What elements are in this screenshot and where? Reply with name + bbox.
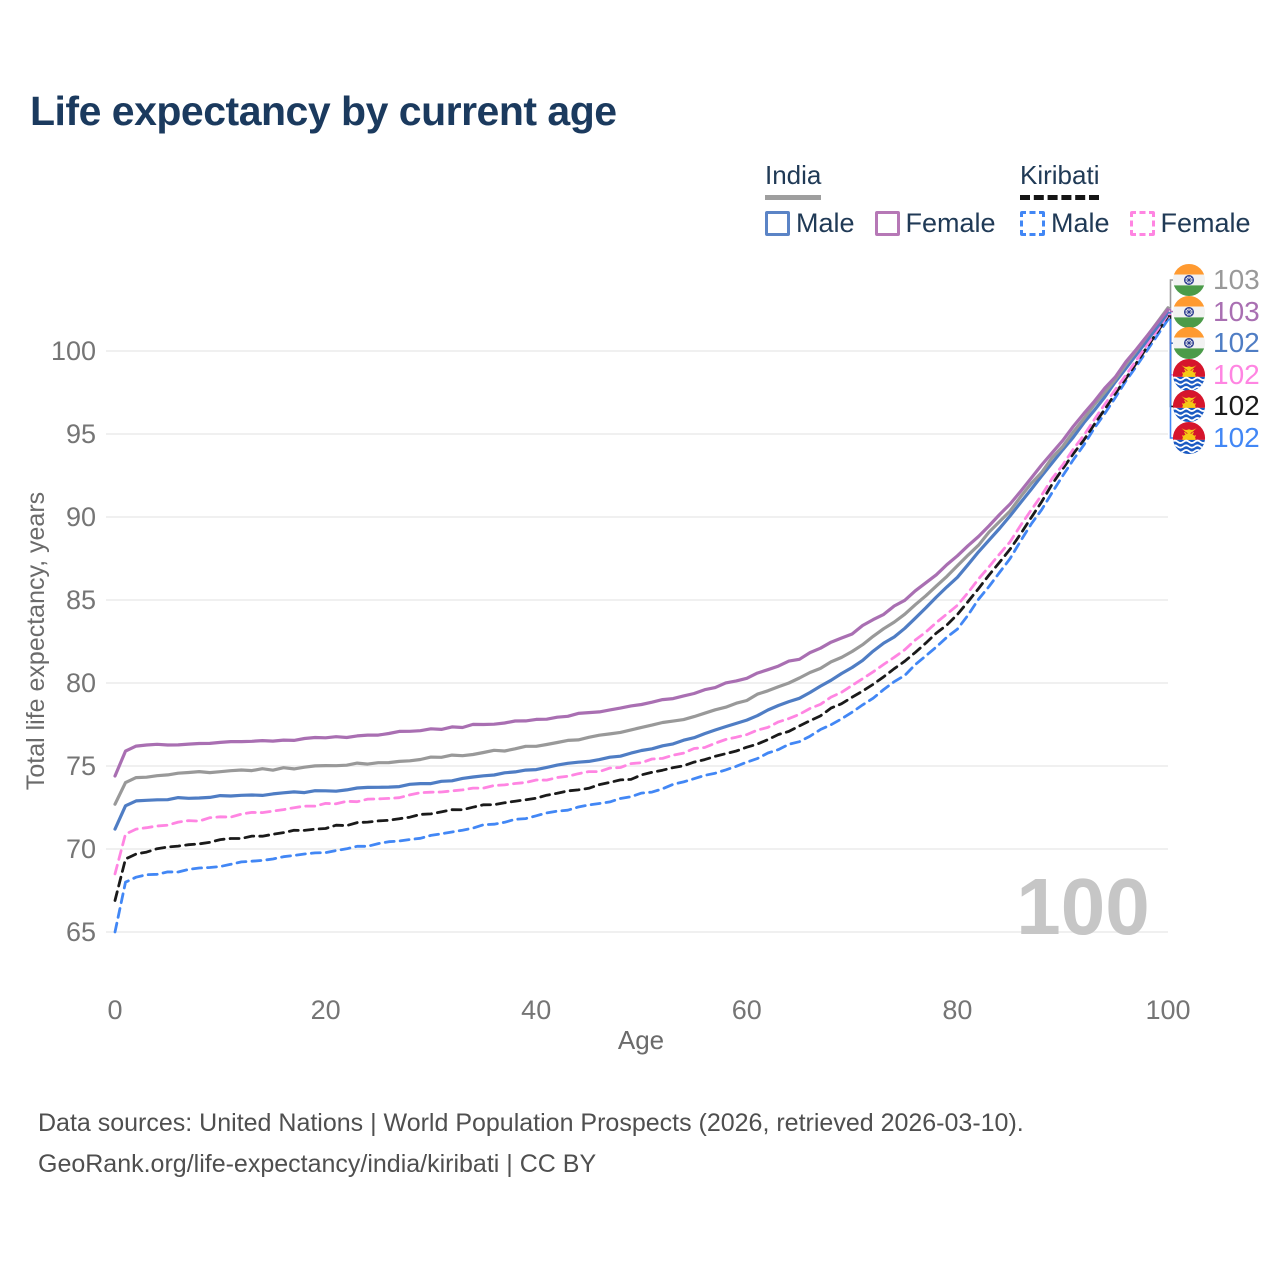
line-kiribati-male[interactable] bbox=[113, 318, 1170, 934]
legend-toggle-india-male[interactable]: Male bbox=[765, 208, 855, 239]
legend-toggle-kiribati-female[interactable]: Female bbox=[1129, 208, 1251, 239]
legend-label-india-female: Female bbox=[905, 208, 996, 238]
y-tick-label: 75 bbox=[66, 751, 96, 781]
y-axis-title: Total life expectancy, years bbox=[22, 492, 50, 790]
line-kiribati-female[interactable] bbox=[113, 313, 1170, 876]
kiribati-flag-icon bbox=[1172, 421, 1206, 455]
leader-line-india-female bbox=[1168, 308, 1173, 313]
kiribati-male-swatch-icon bbox=[1020, 211, 1045, 236]
end-label-row-india-female: 103 bbox=[1172, 295, 1260, 329]
india-flag-icon bbox=[1172, 327, 1206, 360]
data-sources-line: Data sources: United Nations | World Pop… bbox=[38, 1109, 1024, 1137]
y-tick-label: 100 bbox=[51, 336, 96, 366]
gridlines-layer: 65 70 75 80 85 90 95 100 0 20 40 60 80 100 bbox=[51, 336, 1191, 1025]
x-tick-label: 100 bbox=[1145, 995, 1190, 1025]
legend-label-kiribati-female: Female bbox=[1160, 208, 1251, 238]
legend-group-india: India Male Female bbox=[765, 160, 1016, 239]
end-label-row-kiribati-female: 102 bbox=[1172, 358, 1260, 392]
x-tick-label: 0 bbox=[107, 995, 122, 1025]
x-tick-label: 40 bbox=[521, 995, 551, 1025]
legend-country-kiribati[interactable]: Kiribati bbox=[1020, 160, 1100, 200]
kiribati-flag-icon bbox=[1172, 358, 1206, 391]
india-flag-icon bbox=[1172, 295, 1206, 328]
end-label-row-kiribati-male: 102 bbox=[1172, 421, 1260, 455]
line-kiribati-both[interactable] bbox=[113, 314, 1170, 902]
hovered-age-watermark: 100 bbox=[1016, 862, 1149, 951]
india-male-swatch-icon bbox=[765, 211, 790, 236]
legend-toggle-india-female[interactable]: Female bbox=[874, 208, 996, 239]
y-tick-label: 70 bbox=[66, 834, 96, 864]
x-tick-label: 20 bbox=[311, 995, 341, 1025]
line-india-both[interactable] bbox=[113, 306, 1170, 806]
end-label-row-kiribati-both: 102 bbox=[1172, 389, 1260, 423]
y-tick-label: 80 bbox=[66, 668, 96, 698]
end-label-row-india-both: 103 bbox=[1172, 263, 1260, 297]
line-india-female[interactable] bbox=[113, 307, 1170, 778]
end-value-label: 102 bbox=[1213, 358, 1260, 390]
kiribati-flag-icon bbox=[1172, 390, 1206, 423]
india-female-swatch-icon bbox=[874, 211, 900, 236]
x-tick-label: 60 bbox=[732, 995, 762, 1025]
x-tick-label: 80 bbox=[942, 995, 972, 1025]
y-tick-label: 95 bbox=[66, 419, 96, 449]
series-lines-layer bbox=[113, 306, 1170, 934]
page-title: Life expectancy by current age bbox=[30, 88, 617, 134]
legend-group-kiribati: Kiribati Male Female bbox=[1020, 160, 1271, 239]
end-value-label: 102 bbox=[1213, 422, 1260, 453]
end-value-label: 103 bbox=[1213, 295, 1260, 327]
line-india-male[interactable] bbox=[113, 311, 1170, 831]
legend-label-kiribati-male: Male bbox=[1051, 208, 1110, 238]
axis-layer: Age Total life expectancy, years bbox=[22, 492, 664, 1055]
end-label-row-india-male: 102 bbox=[1172, 326, 1260, 360]
leader-line-kiribati-male bbox=[1168, 318, 1173, 439]
attribution-line: GeoRank.org/life-expectancy/india/kiriba… bbox=[38, 1150, 597, 1178]
end-value-label: 103 bbox=[1213, 264, 1260, 295]
y-tick-label: 65 bbox=[66, 917, 96, 947]
y-tick-label: 85 bbox=[66, 585, 96, 615]
legend-country-india[interactable]: India bbox=[765, 160, 822, 200]
leader-lines-layer bbox=[1168, 279, 1173, 439]
legend-toggle-kiribati-male[interactable]: Male bbox=[1020, 208, 1110, 239]
chart-canvas[interactable]: 65 70 75 80 85 90 95 100 0 20 40 60 80 100 100 Age To… bbox=[0, 0, 1280, 1080]
y-tick-label: 90 bbox=[66, 502, 96, 532]
legend-label-india-male: Male bbox=[796, 208, 855, 238]
leader-line-india-both bbox=[1168, 279, 1173, 309]
kiribati-female-swatch-icon bbox=[1129, 211, 1155, 236]
end-value-label: 102 bbox=[1213, 390, 1260, 422]
india-flag-icon bbox=[1172, 263, 1206, 297]
end-value-label: 102 bbox=[1213, 327, 1260, 359]
source-footer: Data sources: United Nations | World Pop… bbox=[38, 1103, 1248, 1185]
x-axis-title: Age bbox=[618, 1025, 664, 1055]
